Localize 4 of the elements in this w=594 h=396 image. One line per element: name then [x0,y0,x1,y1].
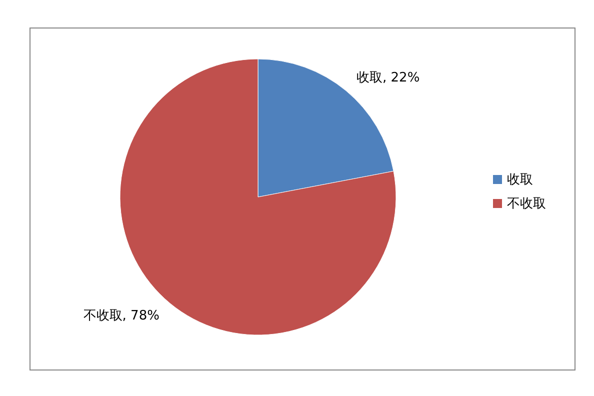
data-label: 收取, 22% [356,70,420,86]
data-label: 不收取, 78% [83,308,160,324]
legend-label: 不收取 [507,196,546,212]
legend-label: 收取 [507,172,533,188]
